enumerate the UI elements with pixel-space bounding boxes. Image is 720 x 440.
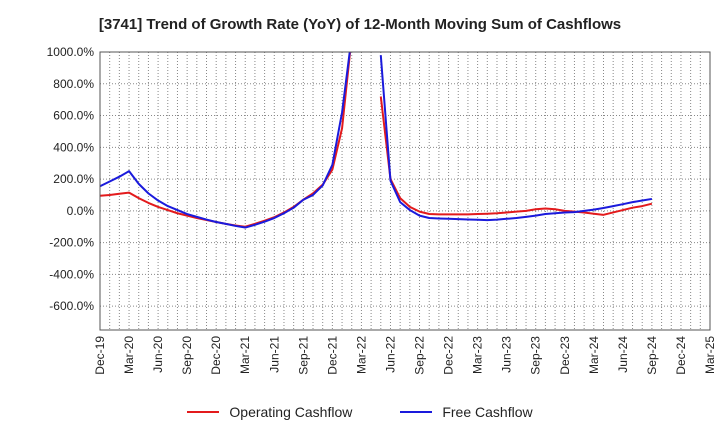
x-tick-label: Sep-20 [180,336,194,375]
y-tick-label: -600.0% [49,299,94,313]
x-tick-label: Jun-21 [267,336,281,373]
x-tick-label: Jun-23 [500,336,514,373]
x-axis: Dec-19 Mar-20 Jun-20 Sep-20 Dec-20 Mar-21 Jun-… [93,336,717,375]
x-tick-label: Dec-24 [674,336,688,375]
chart-title: [3741] Trend of Growth Rate (YoY) of 12-… [98,16,622,33]
legend-item-operating-cashflow: Operating Cashflow [187,404,352,420]
x-tick-label: Dec-20 [209,336,223,375]
y-tick-label: 1000.0% [47,45,95,59]
x-tick-label: Mar-22 [354,336,368,374]
x-tick-label: Sep-24 [645,336,659,375]
x-tick-label: Mar-25 [703,336,717,374]
grid [99,51,711,330]
x-tick-label: Mar-20 [122,336,136,374]
x-tick-label: Sep-21 [296,336,310,375]
series-line-operating-cashflow [100,52,653,228]
y-tick-label: 400.0% [53,140,94,154]
x-tick-label: Jun-20 [151,336,165,373]
y-tick-label: -400.0% [49,267,94,281]
x-tick-label: Dec-21 [325,336,339,375]
plot-frame [99,51,711,331]
series-line-free-cashflow [100,52,653,229]
legend-label-free-cashflow: Free Cashflow [442,404,533,420]
x-tick-label: Dec-19 [93,336,107,375]
x-tick-label: Mar-21 [238,336,252,374]
y-axis: 1000.0% 800.0% 600.0% 400.0% 200.0% 0.0% -200.… [47,45,95,313]
y-tick-label: -200.0% [49,236,94,250]
y-tick-label: 600.0% [53,109,94,123]
x-tick-label: Mar-24 [587,336,601,374]
x-tick-label: Sep-23 [529,336,543,375]
y-tick-label: 800.0% [53,77,94,91]
legend: Operating Cashflow Free Cashflow [0,404,720,420]
y-tick-label: 0.0% [67,204,95,218]
x-tick-label: Dec-22 [442,336,456,375]
x-tick-label: Jun-24 [616,336,630,373]
legend-label-operating-cashflow: Operating Cashflow [229,404,353,420]
legend-item-free-cashflow: Free Cashflow [400,404,533,420]
x-tick-label: Sep-22 [413,336,427,375]
series-lines [100,52,653,229]
x-tick-label: Mar-23 [471,336,485,374]
legend-swatch-free-cashflow [400,411,433,413]
legend-swatch-operating-cashflow [187,411,220,413]
y-tick-label: 200.0% [53,172,94,186]
x-tick-label: Dec-23 [558,336,572,375]
x-tick-label: Jun-22 [383,336,397,373]
